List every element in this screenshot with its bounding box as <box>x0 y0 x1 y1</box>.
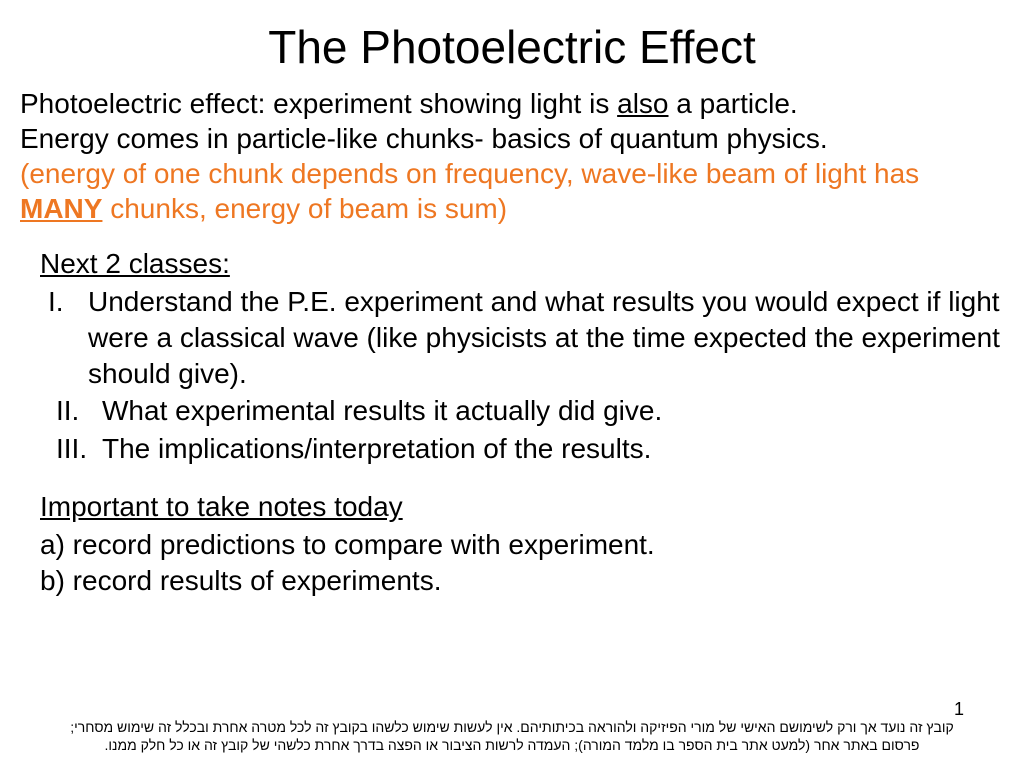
intro-orange: (energy of one chunk depends on frequenc… <box>20 158 919 224</box>
roman-item-iii: III. The implications/interpretation of … <box>56 431 1004 467</box>
roman-text-ii: What experimental results it actually di… <box>102 393 662 429</box>
notes-heading: Important to take notes today <box>40 491 1004 523</box>
intro-many: MANY <box>20 193 102 224</box>
roman-text-i: Understand the P.E. experiment and what … <box>88 284 1004 391</box>
intro-line2: Energy comes in particle-like chunks- ba… <box>20 123 828 154</box>
notes-b: b) record results of experiments. <box>40 563 1004 599</box>
intro-line1-pre: Photoelectric effect: experiment showing… <box>20 88 617 119</box>
roman-item-ii: II. What experimental results it actuall… <box>56 393 1004 429</box>
roman-num-ii: II. <box>56 393 102 429</box>
roman-num-i: I. <box>48 284 88 391</box>
notes-list: a) record predictions to compare with ex… <box>40 527 1004 599</box>
footer-hebrew: קובץ זה נועד אך ורק לשימושם האישי של מור… <box>0 719 1024 754</box>
roman-text-iii: The implications/interpretation of the r… <box>102 431 651 467</box>
roman-item-i: I. Understand the P.E. experiment and wh… <box>48 284 1004 391</box>
intro-also: also <box>617 88 668 119</box>
roman-num-iii: III. <box>56 431 102 467</box>
page-number: 1 <box>954 699 964 720</box>
roman-list: I. Understand the P.E. experiment and wh… <box>48 284 1004 467</box>
intro-orange-pre: (energy of one chunk depends on frequenc… <box>20 158 919 189</box>
intro-line1-post: a particle. <box>669 88 798 119</box>
slide-title: The Photoelectric Effect <box>20 20 1004 74</box>
notes-a: a) record predictions to compare with ex… <box>40 527 1004 563</box>
slide-container: The Photoelectric Effect Photoelectric e… <box>0 0 1024 768</box>
next-classes-heading: Next 2 classes: <box>40 248 1004 280</box>
intro-paragraph: Photoelectric effect: experiment showing… <box>20 86 1004 226</box>
intro-orange-post: chunks, energy of beam is sum) <box>102 193 507 224</box>
